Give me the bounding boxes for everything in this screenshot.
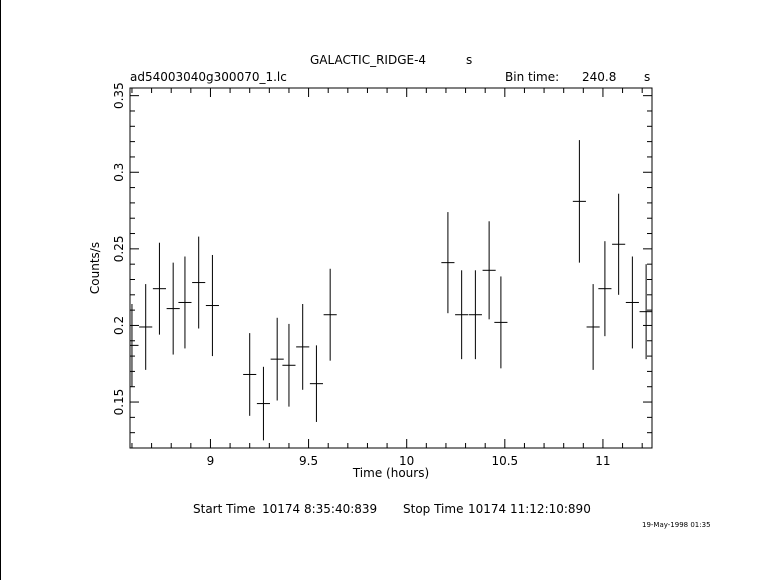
stop-time-label: Stop Time [403,502,464,516]
data-point [572,140,586,263]
data-point [323,268,337,361]
plot-timestamp: 19-May-1998 01:35 [642,521,711,529]
data-point [455,270,469,360]
y-tick-label: 0.2 [112,316,126,335]
data-point [586,284,600,370]
y-tick-label: 0.15 [112,389,126,416]
x-axis-ticks: 9 9.5 10 10.5 11 [131,88,643,468]
data-point [494,276,508,369]
x-tick-label: 10.5 [491,454,518,468]
data-point [282,323,296,407]
bin-time-value: 240.8 [582,70,617,84]
data-point [192,236,206,329]
data-point [309,345,323,422]
data-point [270,317,284,401]
stop-time-value: 10174 11:12:10:890 [468,502,591,516]
file-name: ad54003040g300070_1.lc [130,70,287,84]
y-axis-label: Counts/s [88,242,102,294]
bin-time-label: Bin time: [505,70,560,84]
y-tick-label: 0.3 [112,163,126,182]
x-tick-label: 11 [595,454,610,468]
plot-frame [129,87,653,449]
data-point [296,304,310,390]
data-point [612,193,626,295]
data-point [468,270,482,360]
start-time-label: Start Time [193,502,256,516]
data-point [482,221,496,320]
x-axis-label: Time (hours) [352,466,429,480]
data-point [639,264,652,360]
y-tick-label: 0.25 [112,235,126,262]
data-point [243,333,257,416]
data-points [130,140,652,441]
object-name: GALACTIC_RIDGE-4 [310,53,427,67]
y-tick-label: 0.35 [112,82,126,109]
y-axis-ticks: 0.15 0.2 0.25 0.3 0.35 [112,82,652,449]
data-point [625,256,639,349]
data-point [598,241,612,337]
data-point [205,254,219,357]
x-tick-label: 9.5 [299,454,318,468]
object-unit: s [466,53,473,67]
data-point [152,242,166,335]
window-edge-line [0,0,1,580]
data-point [178,256,192,349]
data-point [166,262,180,355]
x-tick-label: 10 [399,454,414,468]
bin-time-unit: s [644,70,651,84]
data-point [441,212,455,314]
data-point [130,304,139,387]
data-point [139,284,153,370]
data-point [256,366,270,441]
x-tick-label: 9 [207,454,215,468]
start-time-value: 10174 8:35:40:839 [262,502,378,516]
